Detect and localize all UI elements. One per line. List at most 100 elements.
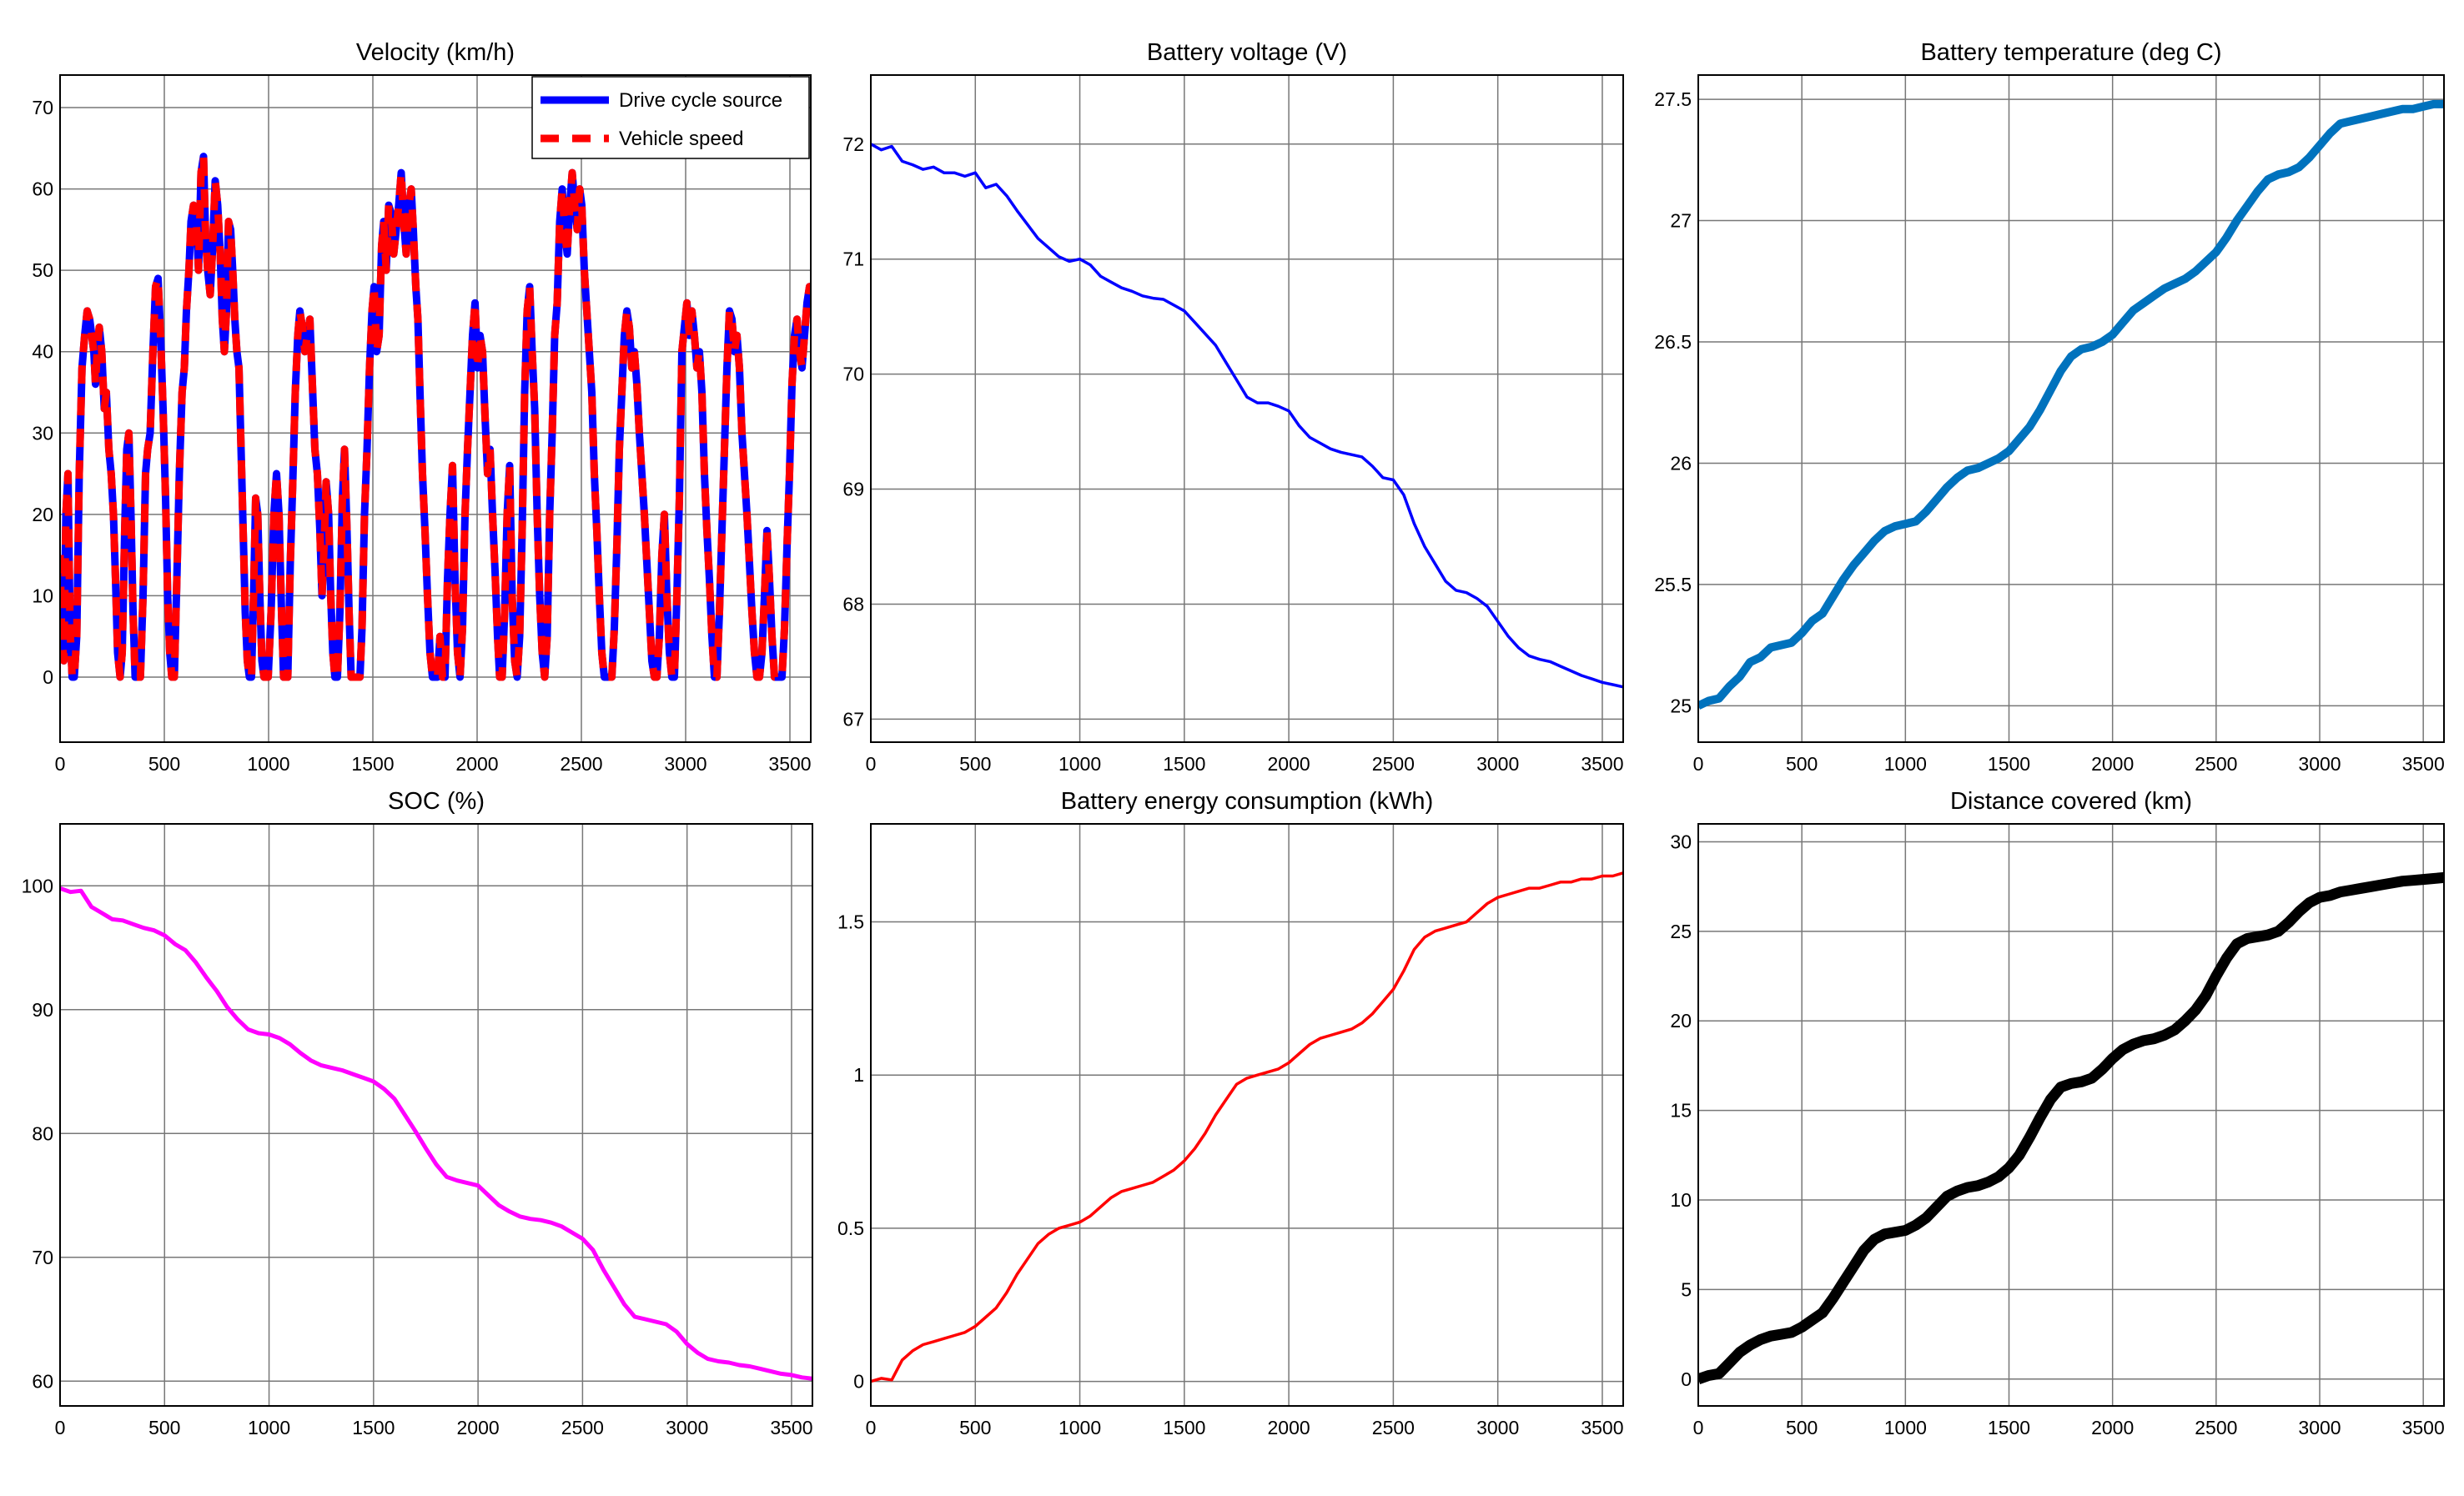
soc-x-tick-label: 500 <box>148 1417 180 1438</box>
voltage-axes-frame <box>870 74 1624 743</box>
voltage-y-tick-label: 71 <box>842 248 864 270</box>
chart-distance: 0 500 1000 1500 2000 2500 3000 3500 0 5 10 15 20 25 30… <box>1670 788 2445 1438</box>
distance-x-tick-label: 1000 <box>1884 1417 1927 1438</box>
energy-x-tick-label: 3000 <box>1476 1417 1519 1438</box>
distance-y-tick-label: 25 <box>1670 921 1692 942</box>
temperature-axes-frame <box>1697 74 2445 743</box>
temperature-y-tick-label: 26 <box>1670 452 1692 474</box>
distance-y-tick-label: 30 <box>1670 831 1692 852</box>
voltage-y-tick-label: 68 <box>842 593 864 615</box>
temperature-y-tick-label: 25 <box>1670 695 1692 716</box>
soc-y-tick-label: 100 <box>22 875 53 896</box>
velocity-y-tick-label: 50 <box>32 259 53 281</box>
voltage-y-tick-label: 72 <box>842 133 864 155</box>
velocity-title: Velocity (km/h) <box>356 39 515 66</box>
velocity-y-tick-label: 70 <box>32 97 53 118</box>
voltage-title: Battery voltage (V) <box>1147 39 1347 66</box>
chart-soc: 0 500 1000 1500 2000 2500 3000 3500 60 70 80 90 100 S… <box>22 788 813 1438</box>
velocity-y-tick-label: 30 <box>32 422 53 444</box>
chart-voltage: 0 500 1000 1500 2000 2500 3000 3500 67 68 69 70 71 72… <box>842 39 1624 775</box>
distance-y-tick-label: 5 <box>1681 1278 1692 1300</box>
velocity-legend: Drive cycle source Vehicle speed <box>531 76 810 159</box>
soc-x-tick-label: 2000 <box>457 1417 500 1438</box>
voltage-y-tick-label: 70 <box>842 364 864 385</box>
chart-energy: 0 500 1000 1500 2000 2500 3000 3500 0 0.5 1 1.5 Batt… <box>837 788 1624 1438</box>
voltage-x-tick-label: 2500 <box>1372 753 1415 775</box>
distance-x-tick-label: 500 <box>1786 1417 1818 1438</box>
energy-x-tick-label: 1500 <box>1163 1417 1205 1438</box>
temperature-plot-area <box>1698 75 2444 742</box>
velocity-x-tick-label: 3000 <box>664 753 707 775</box>
energy-x-tick-label: 3500 <box>1581 1417 1623 1438</box>
voltage-x-tick-label: 3500 <box>1581 753 1623 775</box>
soc-axes-frame <box>59 823 813 1407</box>
velocity-legend-box <box>531 76 810 159</box>
velocity-x-tick-label: 3500 <box>768 753 811 775</box>
chart-temperature: 0 500 1000 1500 2000 2500 3000 3500 25 25.5 26 26.5… <box>1654 39 2445 775</box>
chart-velocity: 0 500 1000 1500 2000 2500 3000 3500 0 10 20 30 40 50 6… <box>32 39 812 775</box>
voltage-x-tick-label: 3000 <box>1476 753 1519 775</box>
energy-series-0-line <box>871 871 1623 1383</box>
temperature-y-tick-label: 26.5 <box>1654 331 1692 353</box>
velocity-y-tick-label: 0 <box>43 666 53 688</box>
energy-x-tick-label: 500 <box>959 1417 991 1438</box>
temperature-x-tick-label: 1500 <box>1988 753 2030 775</box>
soc-x-tick-label: 0 <box>55 1417 66 1438</box>
energy-y-tick-label: 1.5 <box>837 911 864 933</box>
soc-x-tick-label: 3500 <box>770 1417 812 1438</box>
velocity-x-tick-label: 2500 <box>560 753 602 775</box>
distance-y-tick-label: 10 <box>1670 1189 1692 1211</box>
velocity-legend-label-0: Drive cycle source <box>619 89 782 112</box>
distance-x-tick-label: 1500 <box>1988 1417 2030 1438</box>
temperature-series-0-line <box>1698 99 2444 710</box>
velocity-x-tick-label: 1000 <box>247 753 289 775</box>
energy-x-tick-label: 0 <box>866 1417 877 1438</box>
temperature-y-tick-label: 27 <box>1670 210 1692 232</box>
voltage-y-tick-label: 69 <box>842 479 864 500</box>
velocity-x-tick-label: 1500 <box>351 753 394 775</box>
distance-x-tick-label: 2500 <box>2195 1417 2237 1438</box>
voltage-y-tick-label: 67 <box>842 708 864 730</box>
distance-x-tick-label: 3000 <box>2298 1417 2341 1438</box>
temperature-y-tick-label: 27.5 <box>1654 88 1692 110</box>
energy-y-tick-label: 0 <box>853 1371 864 1393</box>
temperature-title: Battery temperature (deg C) <box>1920 39 2221 66</box>
soc-x-tick-label: 1000 <box>248 1417 290 1438</box>
voltage-x-tick-label: 2000 <box>1268 753 1310 775</box>
voltage-plot-area <box>871 75 1623 742</box>
soc-y-tick-label: 70 <box>32 1247 53 1268</box>
velocity-y-tick-label: 60 <box>32 178 53 200</box>
distance-x-tick-label: 3500 <box>2402 1417 2445 1438</box>
soc-y-tick-label: 60 <box>32 1370 53 1392</box>
soc-y-tick-label: 80 <box>32 1122 53 1144</box>
distance-y-tick-label: 15 <box>1670 1100 1692 1122</box>
velocity-legend-label-1: Vehicle speed <box>619 128 743 150</box>
soc-x-tick-label: 2500 <box>561 1417 604 1438</box>
soc-x-tick-label: 3000 <box>666 1417 708 1438</box>
temperature-y-tick-label: 25.5 <box>1654 574 1692 595</box>
soc-plot-area <box>60 824 812 1406</box>
soc-y-tick-label: 90 <box>32 999 53 1021</box>
distance-x-tick-label: 2000 <box>2091 1417 2134 1438</box>
distance-y-tick-label: 0 <box>1681 1368 1692 1390</box>
velocity-y-tick-label: 20 <box>32 504 53 525</box>
distance-x-tick-label: 0 <box>1693 1417 1704 1438</box>
temperature-x-tick-label: 2500 <box>2195 753 2237 775</box>
velocity-axes-frame <box>59 74 812 743</box>
voltage-series-0-line <box>871 143 1623 689</box>
temperature-x-tick-label: 2000 <box>2091 753 2134 775</box>
temperature-x-tick-label: 3500 <box>2402 753 2445 775</box>
temperature-x-tick-label: 3000 <box>2298 753 2341 775</box>
voltage-x-tick-label: 1500 <box>1163 753 1205 775</box>
velocity-series-1-line <box>60 153 811 681</box>
soc-title: SOC (%) <box>388 788 485 815</box>
distance-series-0-line <box>1698 871 2444 1384</box>
soc-series-0-line <box>60 886 812 1381</box>
soc-x-tick-label: 1500 <box>352 1417 395 1438</box>
distance-axes-frame <box>1697 823 2445 1407</box>
energy-y-tick-label: 0.5 <box>837 1217 864 1239</box>
distance-title: Distance covered (km) <box>1950 788 2192 815</box>
velocity-x-tick-label: 0 <box>55 753 66 775</box>
voltage-x-tick-label: 500 <box>959 753 991 775</box>
